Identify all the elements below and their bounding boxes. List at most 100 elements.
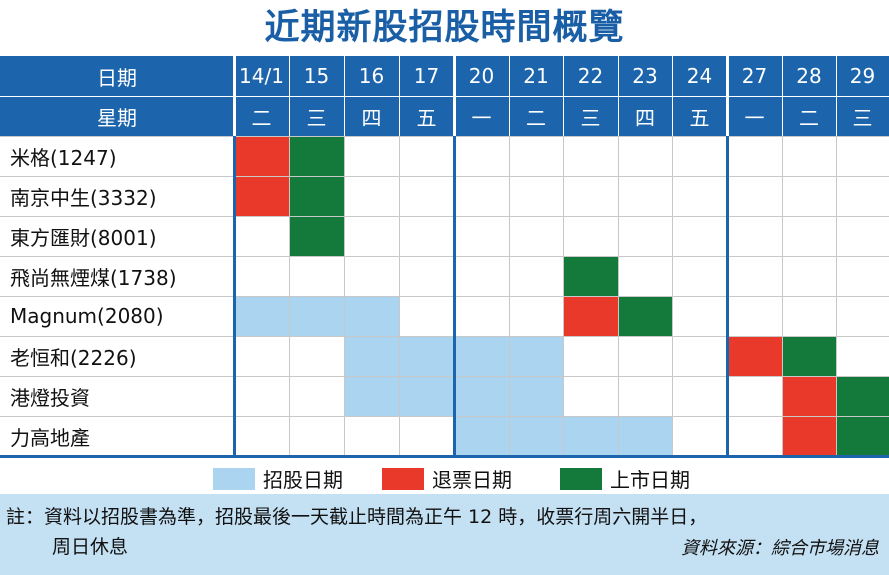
row-divider (0, 296, 889, 297)
header-column-divider (618, 56, 619, 136)
column-divider (453, 136, 456, 456)
legend-swatch (213, 467, 255, 490)
header-date: 17 (399, 56, 454, 96)
refund-cell (234, 136, 289, 176)
source-text: 資料來源：綜合市場消息 (681, 538, 879, 559)
subscription-cell (509, 376, 563, 416)
legend-swatch (382, 467, 424, 490)
listing-cell (836, 416, 889, 456)
subscription-cell (454, 376, 509, 416)
note-text-continued: 周日休息 (52, 536, 129, 558)
header-weekday: 四 (344, 96, 399, 136)
refund-cell (782, 376, 836, 416)
refund-cell (782, 416, 836, 456)
listing-cell (836, 376, 889, 416)
header-date: 29 (836, 56, 889, 96)
header-date: 14/1 (234, 56, 289, 96)
stock-name: 港燈投資 (10, 385, 90, 410)
header-column-divider (726, 56, 729, 136)
refund-cell (727, 336, 782, 376)
header-date-label: 日期 (0, 56, 234, 96)
header-weekday: 二 (509, 96, 563, 136)
column-divider (618, 136, 619, 456)
row-divider (0, 416, 889, 417)
header-date: 21 (509, 56, 563, 96)
stock-name: 老恒和(2226) (10, 345, 137, 370)
header-column-divider (399, 56, 400, 136)
header-column-divider (672, 56, 673, 136)
column-divider (672, 136, 673, 456)
header-divider (0, 96, 889, 97)
header-date: 22 (563, 56, 618, 96)
column-divider (233, 136, 236, 456)
subscription-cell (289, 296, 344, 336)
listing-cell (618, 296, 672, 336)
column-divider (289, 136, 290, 456)
stock-name: 米格(1247) (10, 145, 117, 170)
listing-cell (289, 176, 344, 216)
row-divider (0, 336, 889, 337)
note-panel: 註：資料以招股書為準，招股最後一天截止時間為正午 12 時，收票行周六開半日， … (0, 494, 889, 575)
subscription-cell (399, 336, 454, 376)
header-date: 24 (672, 56, 727, 96)
header-weekday: 五 (399, 96, 454, 136)
column-divider (563, 136, 564, 456)
header-weekday: 三 (836, 96, 889, 136)
header-column-divider (563, 56, 564, 136)
note-text: 註：資料以招股書為準，招股最後一天截止時間為正午 12 時，收票行周六開半日， (6, 506, 708, 528)
legend-swatch (560, 467, 602, 490)
stock-name: 力高地產 (10, 425, 90, 450)
header-column-divider (289, 56, 290, 136)
subscription-cell (618, 416, 672, 456)
subscription-cell (563, 416, 618, 456)
legend: 招股日期 退票日期 上市日期 (0, 458, 889, 494)
column-divider (399, 136, 400, 456)
header-weekday: 一 (454, 96, 509, 136)
listing-cell (563, 256, 618, 296)
header-weekday: 四 (618, 96, 672, 136)
column-divider (836, 136, 837, 456)
header-weekday: 三 (563, 96, 618, 136)
row-divider (0, 376, 889, 377)
subscription-cell (509, 336, 563, 376)
header-weekday: 二 (234, 96, 289, 136)
column-divider (782, 136, 783, 456)
legend-label: 招股日期 (263, 468, 343, 492)
header-column-divider (453, 56, 456, 136)
subscription-cell (344, 336, 399, 376)
listing-cell (782, 336, 836, 376)
subscription-cell (344, 296, 399, 336)
table-bottom-border (0, 455, 889, 458)
listing-cell (289, 136, 344, 176)
header-date: 28 (782, 56, 836, 96)
header-column-divider (509, 56, 510, 136)
header-date: 27 (727, 56, 782, 96)
stock-name: 南京中生(3332) (10, 185, 157, 210)
subscription-cell (399, 376, 454, 416)
header-weekday-label: 星期 (0, 96, 234, 136)
row-divider (0, 256, 889, 257)
legend-label: 退票日期 (432, 468, 512, 492)
refund-cell (563, 296, 618, 336)
subscription-cell (454, 336, 509, 376)
row-divider (0, 176, 889, 177)
stock-name: Magnum(2080) (10, 304, 164, 328)
listing-cell (289, 216, 344, 256)
header-date: 15 (289, 56, 344, 96)
legend-label: 上市日期 (610, 468, 690, 492)
legend-item: 上市日期 (560, 464, 690, 493)
header-column-divider (782, 56, 783, 136)
row-divider (0, 136, 889, 137)
header-date: 16 (344, 56, 399, 96)
header-column-divider (836, 56, 837, 136)
row-divider (0, 216, 889, 217)
header-column-divider (233, 56, 236, 136)
header-weekday: 一 (727, 96, 782, 136)
header-weekday: 三 (289, 96, 344, 136)
subscription-cell (509, 416, 563, 456)
column-divider (509, 136, 510, 456)
column-divider (726, 136, 729, 456)
chart-title: 近期新股招股時間概覽 (264, 8, 625, 48)
legend-item: 招股日期 (213, 464, 343, 493)
